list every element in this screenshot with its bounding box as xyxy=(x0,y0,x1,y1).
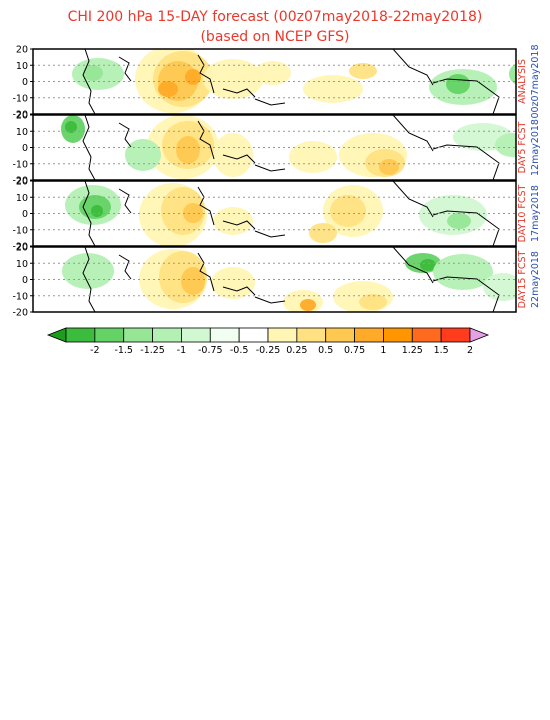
colorbar-swatch xyxy=(94,327,125,343)
lat-tick-label: -20 xyxy=(12,242,28,253)
lat-tick-label: 20 xyxy=(16,111,28,122)
anomaly-shading xyxy=(62,249,516,312)
colorbar-swatch xyxy=(354,327,384,343)
lat-tick-label: 10 xyxy=(16,259,28,270)
colorbar-min-arrow xyxy=(46,327,67,343)
lat-tick-label: -20 xyxy=(12,110,28,121)
colorbar-tick-label: -2 xyxy=(90,345,99,356)
colorbar-tick-label: -1.5 xyxy=(114,345,133,356)
lat-tick-label: -10 xyxy=(12,291,28,302)
colorbar-swatch xyxy=(383,327,413,343)
lat-tick-label: 0 xyxy=(22,143,28,154)
anomaly-shading xyxy=(65,183,487,246)
map-title: CHI 200 hPa 15-DAY forecast (00z07may201… xyxy=(67,9,483,25)
lat-tick-label: 0 xyxy=(22,275,28,286)
colorbar-swatch xyxy=(152,327,182,343)
panel-label: ANALYSIS xyxy=(517,59,528,104)
colorbar-swatch xyxy=(411,327,442,343)
colorbar-tick-label: -0.25 xyxy=(256,345,281,356)
colorbar-swatch xyxy=(325,327,355,343)
lat-tick-label: -20 xyxy=(12,308,28,319)
panel-date: 17may2018 xyxy=(530,185,541,242)
panel-2: 20 10 0 -10 -20 DAY5 FCST 12may2018 xyxy=(12,111,541,187)
colorbar-tick-label: -1.25 xyxy=(140,345,165,356)
lat-tick-label: 10 xyxy=(16,193,28,204)
panel-label: DAY5 FCST xyxy=(517,121,528,173)
lat-tick-label: -10 xyxy=(12,93,28,104)
panel-3: 20 10 0 -10 -20 DAY10 FCST 17may2018 xyxy=(12,177,541,253)
panel-label: DAY15 FCST xyxy=(517,250,528,308)
lat-tick-label: 0 xyxy=(22,77,28,88)
panel-1: 20 10 0 -10 -20 ANALYSIS 00z07may2018 xyxy=(12,44,541,120)
colorbar-swatch xyxy=(181,327,211,343)
colorbar-tick-label: 1.25 xyxy=(402,345,423,356)
colorbar: -2 -1.5 -1.25 -1 -0.75 -0.5 -0.25 0.25 0.5 0.75 1 1… xyxy=(46,327,490,356)
lat-tick-label: 10 xyxy=(16,127,28,138)
lat-tick-label: -10 xyxy=(12,225,28,236)
lat-tick-label: 20 xyxy=(16,45,28,56)
panel-date: 22may2018 xyxy=(530,251,541,308)
colorbar-tick-label: 1 xyxy=(380,345,386,356)
colorbar-tick-label: -0.75 xyxy=(198,345,223,356)
lat-tick-label: -20 xyxy=(12,176,28,187)
colorbar-swatch xyxy=(267,327,298,343)
lat-tick-label: 20 xyxy=(16,177,28,188)
colorbar-swatch xyxy=(296,327,327,343)
coastline xyxy=(82,49,500,114)
coastline xyxy=(82,181,500,246)
coastline xyxy=(82,115,500,180)
colorbar-tick-label: -1 xyxy=(177,345,186,356)
colorbar-tick-label: 0.5 xyxy=(318,345,333,356)
colorbar-tick-label: 1.5 xyxy=(434,345,449,356)
colorbar-swatch xyxy=(65,327,96,343)
colorbar-swatch xyxy=(209,327,240,343)
colorbar-tick-label: 0.25 xyxy=(286,345,307,356)
lat-tick-label: 10 xyxy=(16,61,28,72)
colorbar-tick-label: -0.5 xyxy=(230,345,249,356)
colorbar-tick-label: 2 xyxy=(467,345,473,356)
colorbar-swatch xyxy=(440,327,471,343)
panel-date: 12may2018 xyxy=(530,119,541,176)
panel-label: DAY10 FCST xyxy=(517,184,528,242)
colorbar-max-arrow xyxy=(469,327,490,343)
lat-tick-label: 0 xyxy=(22,209,28,220)
map-subtitle: (based on NCEP GFS) xyxy=(200,29,350,45)
panel-4: 20 10 0 -10 -20 DAY15 FCST 22may2018 xyxy=(12,243,541,319)
panel-date: 00z07may2018 xyxy=(530,44,541,118)
coastline xyxy=(82,247,500,312)
lat-tick-label: 20 xyxy=(16,243,28,254)
anomaly-shading xyxy=(61,115,516,179)
colorbar-swatch xyxy=(123,327,153,343)
colorbar-tick-label: 0.75 xyxy=(344,345,365,356)
colorbar-swatch xyxy=(238,327,269,343)
lat-tick-label: -10 xyxy=(12,159,28,170)
